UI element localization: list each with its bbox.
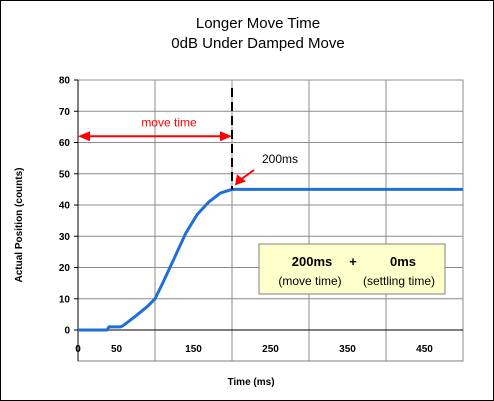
- info-move-value: 200ms: [292, 254, 332, 269]
- chart-title: Longer Move Time: [196, 15, 320, 32]
- plot-area: [77, 79, 464, 362]
- y-tick-label: 50: [59, 169, 71, 180]
- info-box-background: [258, 243, 446, 295]
- info-settle-caption: (settling time): [363, 274, 435, 288]
- x-tick-label: 250: [262, 344, 279, 355]
- move-time-arrowhead-left: [78, 131, 90, 142]
- marker-arrowhead: [235, 174, 246, 186]
- info-plus: +: [349, 254, 357, 269]
- move-time-arrow: [78, 131, 232, 142]
- move-time-label: move time: [141, 115, 197, 129]
- marker-label: 200ms: [262, 152, 298, 166]
- x-tick-label: 450: [416, 344, 433, 355]
- series-line: [78, 187, 463, 332]
- y-tick-label: 20: [59, 263, 71, 274]
- chart-subtitle: 0dB Under Damped Move: [171, 35, 344, 52]
- y-tick-label: 70: [59, 107, 71, 118]
- x-tick-label: 50: [111, 344, 123, 355]
- move-time-arrowhead-right: [220, 131, 232, 142]
- marker-arrow: [235, 169, 255, 186]
- info-settle-value: 0ms: [390, 254, 416, 269]
- info-move-caption: (move time): [278, 274, 341, 288]
- x-tick-labels: 0 50 150 250 350 450: [75, 344, 433, 355]
- marker-arrow-shaft: [240, 169, 255, 181]
- axes: [74, 79, 463, 361]
- y-tick-labels: 0 10 20 30 40 50 60 70 80: [59, 76, 71, 337]
- x-tick-label: 350: [339, 344, 356, 355]
- y-tick-label: 10: [59, 294, 71, 305]
- y-tick-label: 60: [59, 138, 71, 149]
- y-tick-label: 0: [64, 326, 70, 337]
- y-tick-label: 80: [59, 76, 71, 87]
- info-box: 200ms + 0ms (move time) (settling time): [258, 243, 446, 295]
- y-tick-label: 30: [59, 232, 71, 243]
- x-tick-label: 0: [75, 344, 81, 355]
- y-axis-label: Actual Position (counts): [14, 168, 25, 283]
- x-axis-label: Time (ms): [227, 377, 274, 388]
- y-tick-label: 40: [59, 201, 71, 212]
- x-tick-label: 150: [185, 344, 202, 355]
